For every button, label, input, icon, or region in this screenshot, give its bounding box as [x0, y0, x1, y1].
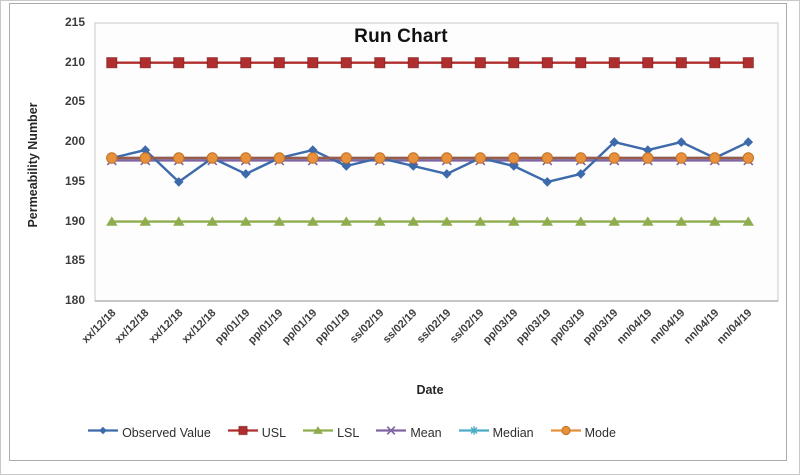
- y-tick-label: 215: [64, 15, 85, 29]
- asterisk-legend-icon: [458, 424, 489, 442]
- y-tick-label: 180: [64, 293, 85, 307]
- legend-label: LSL: [337, 426, 360, 440]
- x-axis-title: Date: [416, 383, 444, 397]
- legend-item-usl: USL: [227, 424, 287, 442]
- legend-label: Observed Value: [122, 426, 211, 440]
- legend-label: Mean: [410, 426, 442, 440]
- legend-item-observed-value: Observed Value: [88, 424, 211, 442]
- triangle-legend-icon: [303, 424, 334, 442]
- y-tick-label: 210: [64, 54, 85, 69]
- y-tick-label: 195: [64, 173, 85, 188]
- chart-title: Run Chart: [354, 26, 448, 47]
- y-axis-title: Permeability Number: [26, 102, 40, 228]
- square-legend-icon: [227, 424, 258, 442]
- x-legend-icon: [376, 424, 407, 442]
- legend: Observed Value USL LSL Mean Median Mode: [1, 424, 703, 442]
- legend-label: Median: [492, 426, 534, 440]
- y-tick-label: 190: [64, 213, 85, 228]
- legend-item-median: Median: [458, 424, 534, 442]
- y-tick-label: 205: [64, 94, 85, 109]
- y-tick-label: 200: [64, 134, 85, 149]
- y-tick-label: 185: [64, 253, 85, 268]
- legend-label: Mode: [584, 426, 616, 440]
- diamond-legend-icon: [88, 424, 119, 442]
- legend-label: USL: [261, 426, 287, 440]
- legend-item-mean: Mean: [376, 424, 442, 442]
- legend-item-lsl: LSL: [303, 424, 359, 442]
- legend-item-mode: Mode: [550, 424, 616, 442]
- circle-legend-icon: [550, 424, 581, 442]
